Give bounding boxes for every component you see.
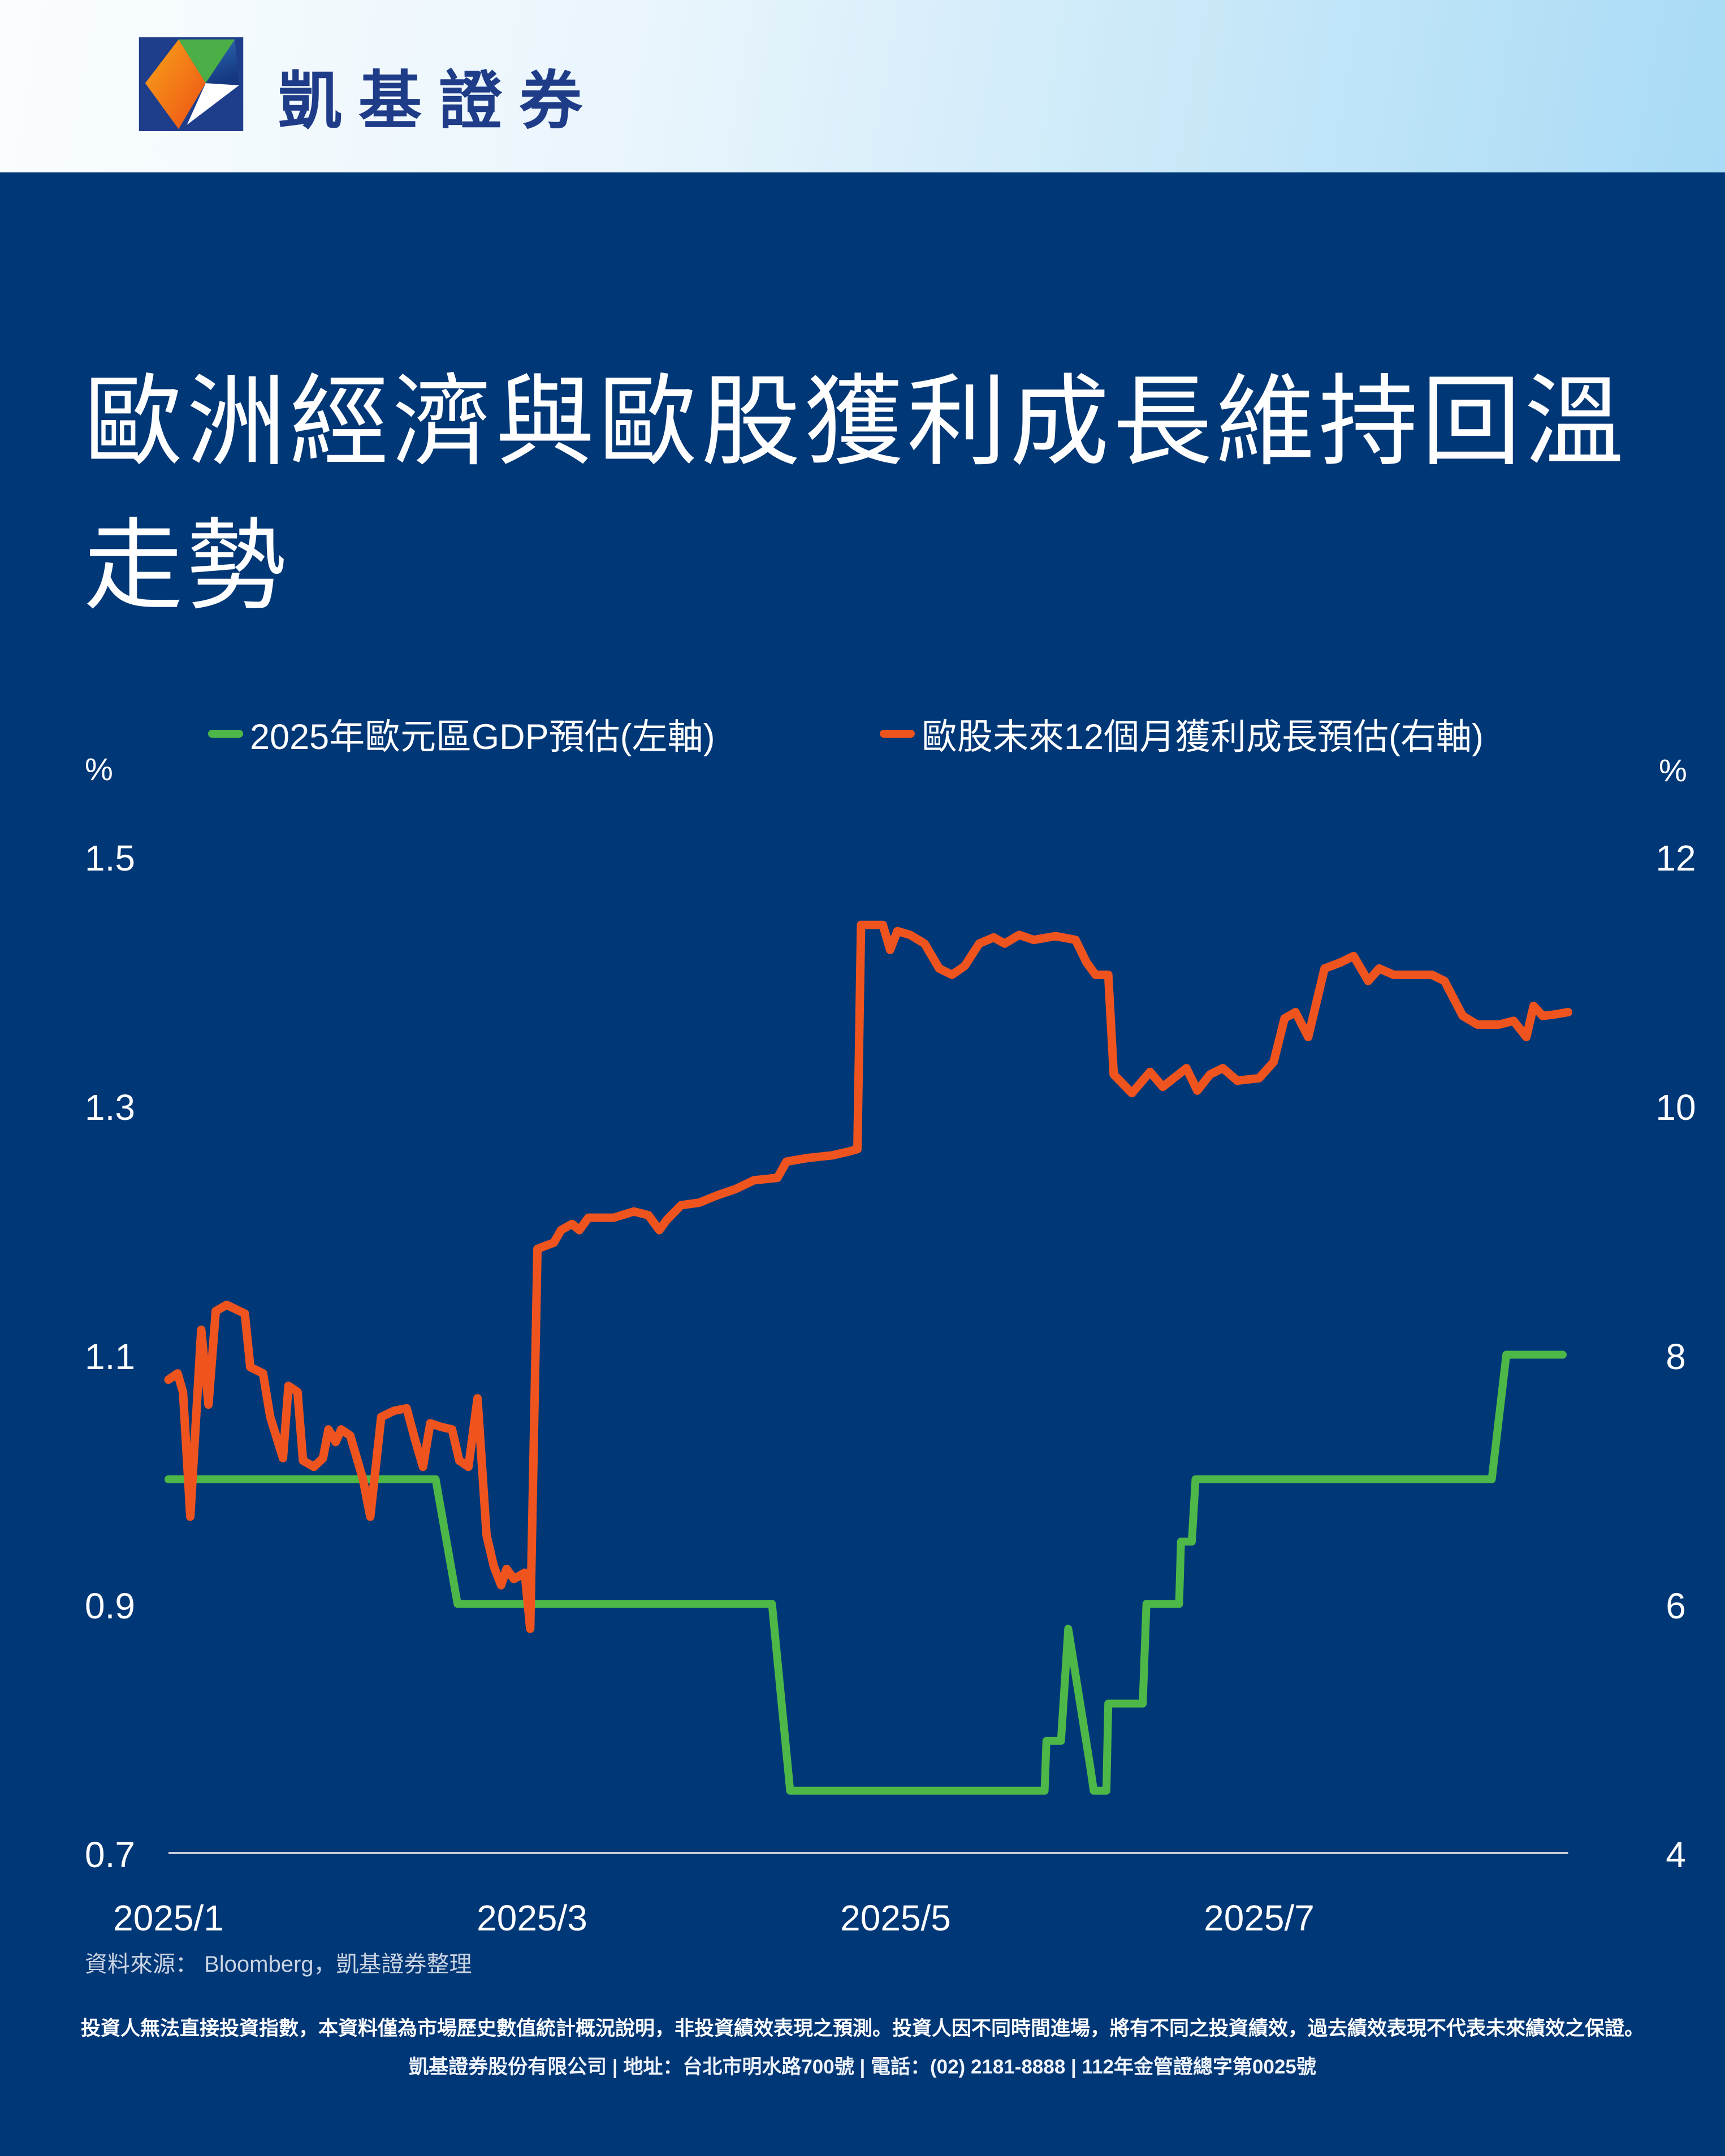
gdp-line-swatch-icon [208, 730, 243, 738]
header-band: 凱基證券 [0, 0, 1725, 172]
page-title: 歐洲經濟與歐股獲利成長維持回溫走勢 [84, 367, 1628, 622]
right-tick-8: 8 [1666, 1336, 1686, 1377]
x-tick-2025-7: 2025/7 [1204, 1898, 1315, 1938]
x-tick-2025-1: 2025/1 [113, 1898, 224, 1938]
legend-label-earnings: 歐股未來12個月獲利成長預估(右軸) [922, 717, 1484, 757]
left-tick-0.7: 0.7 [85, 1834, 135, 1875]
data-source: 資料來源： Bloomberg，凱基證券整理 [85, 1952, 472, 1977]
chart-legend: 2025年歐元區GDP預估(左軸) 歐股未來12個月獲利成長預估(右軸) [0, 711, 1725, 757]
right-tick-12: 12 [1655, 838, 1696, 878]
brand-name: 凱基證券 [278, 66, 599, 136]
x-tick-2025-3: 2025/3 [477, 1898, 587, 1938]
kgi-logo-icon [139, 37, 244, 131]
earnings-line-swatch-icon [880, 730, 915, 738]
legend-item-earnings: 歐股未來12個月獲利成長預估(右軸) [880, 711, 1484, 757]
gdp-line [165, 1350, 1567, 1795]
x-tick-2025-5: 2025/5 [840, 1898, 951, 1938]
legend-item-gdp: 2025年歐元區GDP預估(左軸) [208, 711, 715, 757]
disclaimer-text: 投資人無法直接投資指數，本資料僅為市場歷史數值統計概況說明，非投資績效表現之預測… [80, 2018, 1644, 2040]
left-tick-1.1: 1.1 [85, 1336, 135, 1377]
legend-label-gdp: 2025年歐元區GDP預估(左軸) [250, 717, 715, 757]
company-info-text: 凱基證券股份有限公司 | 地址：台北市明水路700號 | 電話：(02) 218… [409, 2056, 1316, 2078]
left-tick-1.3: 1.3 [85, 1087, 135, 1128]
right-tick-10: 10 [1655, 1087, 1696, 1128]
left-tick-0.9: 0.9 [85, 1586, 135, 1626]
earnings-line [164, 920, 1572, 1633]
left-tick-1.5: 1.5 [85, 838, 135, 878]
left-axis-unit: % [85, 751, 113, 787]
right-axis-unit: % [1659, 752, 1687, 788]
right-tick-6: 6 [1666, 1586, 1686, 1626]
right-tick-4: 4 [1666, 1834, 1686, 1875]
